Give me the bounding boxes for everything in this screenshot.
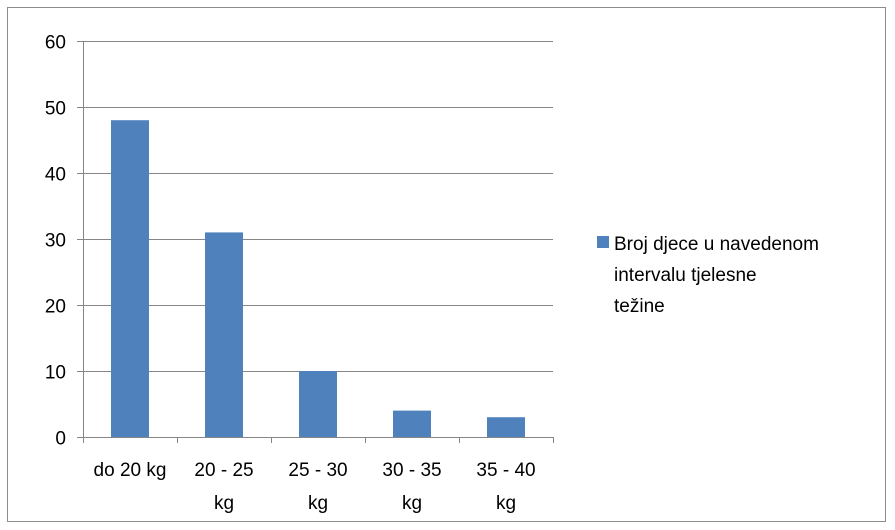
legend-swatch (597, 236, 609, 248)
y-tick-label: 0 (55, 429, 66, 450)
x-category-label: 35 - 40 (476, 460, 535, 481)
y-tick-label: 10 (45, 363, 66, 384)
bar (205, 232, 243, 437)
legend-label: težine (614, 296, 665, 317)
axis-labels: 0 10 20 30 40 50 60 do 20 kg 20 - 25 kg 25 - 30 kg 3… (45, 33, 536, 515)
y-tick-label: 20 (45, 297, 66, 318)
x-category-label: kg (402, 493, 422, 514)
x-category-label: 25 - 30 (288, 460, 347, 481)
bar (111, 120, 149, 437)
bar (487, 417, 525, 437)
x-category-label: 30 - 35 (382, 460, 441, 481)
x-category-label: kg (214, 493, 234, 514)
axes (77, 41, 554, 443)
x-category-label: do 20 kg (94, 460, 167, 481)
y-tick-label: 60 (45, 33, 66, 54)
x-category-label: kg (308, 493, 328, 514)
x-category-label: kg (496, 493, 516, 514)
legend-label: intervalu tjelesne (614, 265, 757, 286)
y-tick-label: 40 (45, 165, 66, 186)
bar (393, 410, 431, 437)
x-category-label: 20 - 25 (194, 460, 253, 481)
y-tick-label: 50 (45, 99, 66, 120)
chart-frame (7, 7, 886, 522)
legend: Broj djece u navedenom intervalu tjelesne… (597, 234, 819, 317)
legend-label: Broj djece u navedenom (614, 234, 819, 255)
bar (299, 371, 337, 437)
bars (111, 120, 525, 437)
y-tick-label: 30 (45, 231, 66, 252)
gridlines (83, 41, 553, 372)
